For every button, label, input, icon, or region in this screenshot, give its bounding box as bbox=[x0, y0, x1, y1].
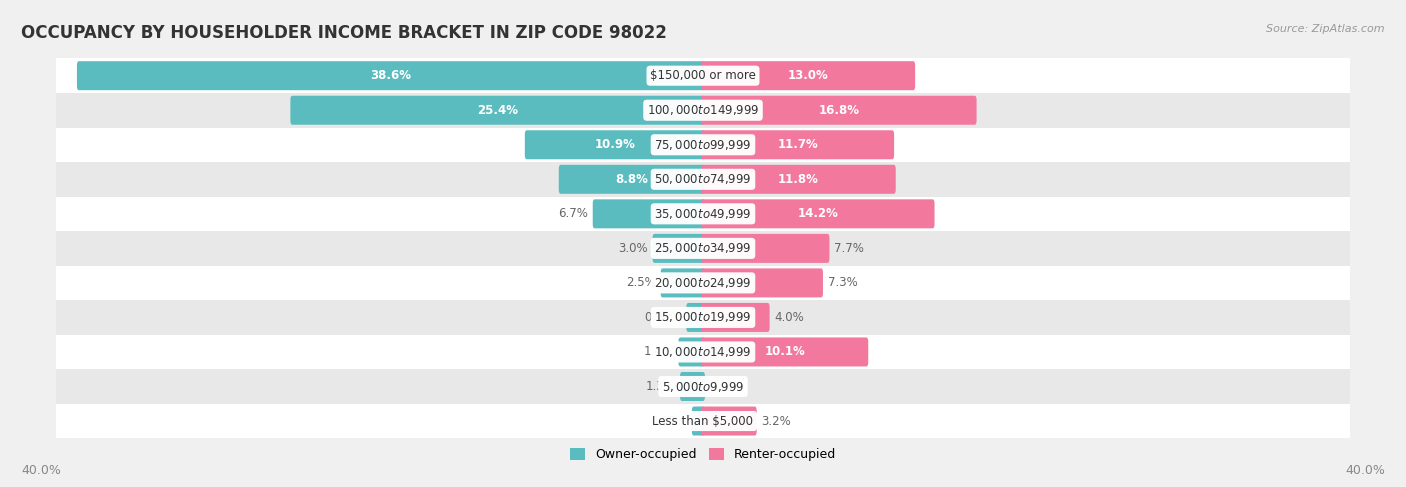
Bar bbox=[56, 162, 1350, 197]
FancyBboxPatch shape bbox=[702, 199, 935, 228]
FancyBboxPatch shape bbox=[558, 165, 704, 194]
Text: 0.57%: 0.57% bbox=[650, 414, 688, 428]
Text: 7.7%: 7.7% bbox=[834, 242, 863, 255]
Text: $50,000 to $74,999: $50,000 to $74,999 bbox=[654, 172, 752, 187]
Text: $150,000 or more: $150,000 or more bbox=[650, 69, 756, 82]
FancyBboxPatch shape bbox=[686, 303, 704, 332]
FancyBboxPatch shape bbox=[692, 407, 704, 435]
Text: 1.3%: 1.3% bbox=[645, 380, 675, 393]
Text: 40.0%: 40.0% bbox=[21, 464, 60, 477]
FancyBboxPatch shape bbox=[661, 268, 704, 298]
Bar bbox=[56, 231, 1350, 265]
Text: Source: ZipAtlas.com: Source: ZipAtlas.com bbox=[1267, 24, 1385, 35]
Text: 0.91%: 0.91% bbox=[644, 311, 682, 324]
Text: 10.9%: 10.9% bbox=[595, 138, 636, 151]
Text: 2.5%: 2.5% bbox=[626, 277, 657, 289]
FancyBboxPatch shape bbox=[291, 96, 704, 125]
Text: $100,000 to $149,999: $100,000 to $149,999 bbox=[647, 103, 759, 117]
Text: 16.8%: 16.8% bbox=[818, 104, 859, 117]
Text: 1.4%: 1.4% bbox=[644, 345, 673, 358]
Text: 14.2%: 14.2% bbox=[797, 207, 838, 220]
FancyBboxPatch shape bbox=[702, 268, 823, 298]
Bar bbox=[56, 404, 1350, 438]
Text: 4.0%: 4.0% bbox=[775, 311, 804, 324]
Text: 11.7%: 11.7% bbox=[778, 138, 818, 151]
Text: $5,000 to $9,999: $5,000 to $9,999 bbox=[662, 379, 744, 393]
Text: 11.8%: 11.8% bbox=[778, 173, 818, 186]
FancyBboxPatch shape bbox=[702, 234, 830, 263]
Text: 25.4%: 25.4% bbox=[477, 104, 519, 117]
Text: 40.0%: 40.0% bbox=[1346, 464, 1385, 477]
Text: 3.2%: 3.2% bbox=[761, 414, 792, 428]
FancyBboxPatch shape bbox=[524, 130, 704, 159]
Text: $25,000 to $34,999: $25,000 to $34,999 bbox=[654, 242, 752, 255]
Bar bbox=[56, 197, 1350, 231]
FancyBboxPatch shape bbox=[702, 407, 756, 435]
Text: 13.0%: 13.0% bbox=[787, 69, 828, 82]
Bar bbox=[56, 335, 1350, 369]
Text: $75,000 to $99,999: $75,000 to $99,999 bbox=[654, 138, 752, 152]
FancyBboxPatch shape bbox=[593, 199, 704, 228]
Text: Less than $5,000: Less than $5,000 bbox=[652, 414, 754, 428]
FancyBboxPatch shape bbox=[679, 337, 704, 367]
FancyBboxPatch shape bbox=[702, 165, 896, 194]
Bar bbox=[56, 369, 1350, 404]
FancyBboxPatch shape bbox=[702, 130, 894, 159]
Text: 6.7%: 6.7% bbox=[558, 207, 588, 220]
Text: 10.1%: 10.1% bbox=[765, 345, 806, 358]
FancyBboxPatch shape bbox=[681, 372, 704, 401]
Text: $15,000 to $19,999: $15,000 to $19,999 bbox=[654, 310, 752, 324]
Bar bbox=[56, 58, 1350, 93]
Bar bbox=[56, 93, 1350, 128]
Text: OCCUPANCY BY HOUSEHOLDER INCOME BRACKET IN ZIP CODE 98022: OCCUPANCY BY HOUSEHOLDER INCOME BRACKET … bbox=[21, 24, 666, 42]
FancyBboxPatch shape bbox=[702, 337, 869, 367]
Text: $20,000 to $24,999: $20,000 to $24,999 bbox=[654, 276, 752, 290]
Bar bbox=[56, 300, 1350, 335]
Bar bbox=[56, 265, 1350, 300]
FancyBboxPatch shape bbox=[652, 234, 704, 263]
Text: 8.8%: 8.8% bbox=[616, 173, 648, 186]
Text: $10,000 to $14,999: $10,000 to $14,999 bbox=[654, 345, 752, 359]
Text: 3.0%: 3.0% bbox=[619, 242, 648, 255]
FancyBboxPatch shape bbox=[702, 303, 769, 332]
Text: 38.6%: 38.6% bbox=[370, 69, 412, 82]
Text: 7.3%: 7.3% bbox=[828, 277, 858, 289]
Text: 0.0%: 0.0% bbox=[710, 380, 740, 393]
Text: $35,000 to $49,999: $35,000 to $49,999 bbox=[654, 207, 752, 221]
FancyBboxPatch shape bbox=[77, 61, 704, 90]
FancyBboxPatch shape bbox=[702, 61, 915, 90]
Legend: Owner-occupied, Renter-occupied: Owner-occupied, Renter-occupied bbox=[565, 443, 841, 466]
Bar bbox=[56, 128, 1350, 162]
FancyBboxPatch shape bbox=[702, 96, 977, 125]
